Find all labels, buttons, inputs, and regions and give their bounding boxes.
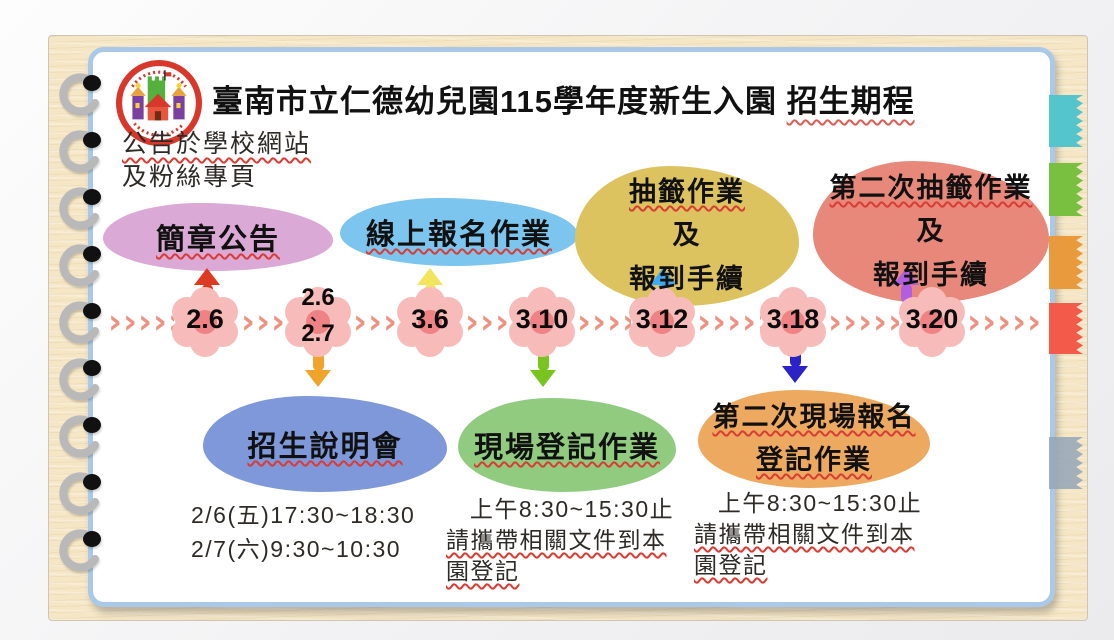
note-line-2: 及粉絲專頁 — [122, 163, 258, 191]
spiral-ring-icon — [59, 130, 101, 173]
event-label: 抽籤作業 — [629, 177, 745, 208]
flower-marker: 3.18 — [758, 287, 828, 357]
event-blob-info-session: 招生說明會 — [203, 396, 447, 492]
spiral-ring-icon — [59, 415, 101, 458]
date-label: 3.6 — [411, 304, 449, 334]
spiral-ring-icon — [59, 187, 101, 230]
event-blob-online-registration: 線上報名作業 — [340, 198, 578, 266]
spiral-ring-icon — [59, 244, 101, 287]
index-tab-gray — [1049, 437, 1083, 489]
time-line: 2/7(六)9:30~10:30 — [191, 536, 402, 562]
event-label: 報到手續 — [873, 259, 989, 290]
onsite-registration-notes: 上午8:30~15:30止 請攜帶相關文件到本 園登記 — [446, 494, 698, 587]
note-line: 請攜帶相關文件到本 — [446, 527, 667, 553]
chevron-arrows: ››››››››››››››››››››››››› — [577, 303, 631, 341]
page-title-main: 臺南市立仁德幼兒園115學年度新生入園 — [212, 84, 787, 119]
flower-marker: 2.6 、 2.7 — [283, 285, 353, 357]
event-blob-lottery: 抽籤作業 及 報到手續 — [575, 166, 799, 306]
date-label: 3.20 — [905, 304, 959, 334]
announcement-note: 公告於學校網站 及粉絲專頁 — [122, 128, 311, 194]
event-label: 及 — [916, 216, 946, 247]
event-label: 及 — [672, 220, 702, 251]
date-label: 2.6 、 2.7 — [301, 284, 335, 347]
flower-marker: 3.12 — [627, 287, 697, 357]
spiral-ring-icon — [59, 472, 101, 515]
date-label: 3.12 — [635, 304, 689, 334]
flower-marker: 3.10 — [507, 287, 577, 357]
event-label: 第二次抽籤作業 — [829, 173, 1033, 204]
spiral-ring-icon — [59, 529, 101, 572]
chevron-arrows: ››››››››››››››››››››››››› — [697, 303, 761, 341]
note-line: 園登記 — [446, 558, 520, 584]
chevron-arrows: ››››››››››››››››››››››››› — [108, 303, 174, 341]
page-title: 臺南市立仁德幼兒園115學年度新生入園 招生期程 — [212, 76, 915, 121]
event-blob-announcement: 簡章公告 — [103, 203, 333, 271]
down-arrow-icon — [782, 348, 808, 383]
time-line: 2/6(五)17:30~18:30 — [191, 502, 416, 528]
event-blob-onsite-registration: 現場登記作業 — [458, 398, 676, 492]
spiral-ring-icon — [59, 358, 101, 401]
page-title-underlined: 招生期程 — [786, 84, 915, 119]
event-label: 簡章公告 — [155, 224, 280, 256]
flower-marker: 2.6 — [170, 287, 240, 357]
date-label: 3.10 — [515, 304, 569, 334]
chevron-arrows: ››››››››››››››››››››››››› — [353, 303, 400, 341]
second-onsite-registration-notes: 上午8:30~15:30止 請攜帶相關文件到本 園登記 — [694, 488, 946, 581]
info-session-times: 2/6(五)17:30~18:30 2/7(六)9:30~10:30 — [191, 498, 447, 566]
event-label: 線上報名作業 — [365, 219, 552, 251]
chevron-arrows: ››››››››››››››››››››››››› — [241, 303, 287, 341]
note-line: 請攜帶相關文件到本 — [694, 521, 915, 547]
school-logo-icon — [116, 60, 202, 146]
event-blob-second-onsite-registration: 第二次現場報名 登記作業 — [698, 390, 930, 488]
note-line: 上午8:30~15:30止 — [717, 490, 923, 516]
date-label: 2.6 — [186, 304, 224, 334]
index-tab-orange — [1049, 236, 1083, 289]
event-label: 第二次現場報名 — [712, 401, 916, 432]
chevron-arrows: ››››››››››››››››››››››››› — [967, 303, 1043, 341]
index-tab-teal — [1049, 95, 1083, 147]
event-label: 現場登記作業 — [473, 432, 660, 464]
chevron-arrows: ››››››››››››››››››››››››› — [828, 303, 899, 341]
down-arrow-icon — [305, 352, 331, 387]
chevron-arrows: ››››››››››››››››››››››››› — [465, 303, 512, 341]
event-blob-second-lottery: 第二次抽籤作業 及 報到手續 — [813, 161, 1049, 303]
index-tab-red — [1049, 303, 1083, 354]
spiral-ring-icon — [59, 301, 101, 344]
event-label: 招生說明會 — [247, 431, 403, 463]
date-label: 3.18 — [766, 304, 820, 334]
flower-marker: 3.20 — [897, 287, 967, 357]
note-line-1: 公告於學校網站 — [122, 130, 312, 158]
up-arrow-icon — [893, 268, 919, 303]
note-line: 園登記 — [694, 552, 768, 578]
note-line: 上午8:30~15:30止 — [469, 496, 675, 522]
index-tab-green — [1049, 163, 1083, 216]
spiral-ring-icon — [59, 73, 101, 116]
event-label: 報到手續 — [629, 263, 745, 294]
event-label: 登記作業 — [756, 445, 872, 475]
flower-marker: 3.6 — [395, 287, 465, 357]
down-arrow-icon — [530, 352, 556, 387]
